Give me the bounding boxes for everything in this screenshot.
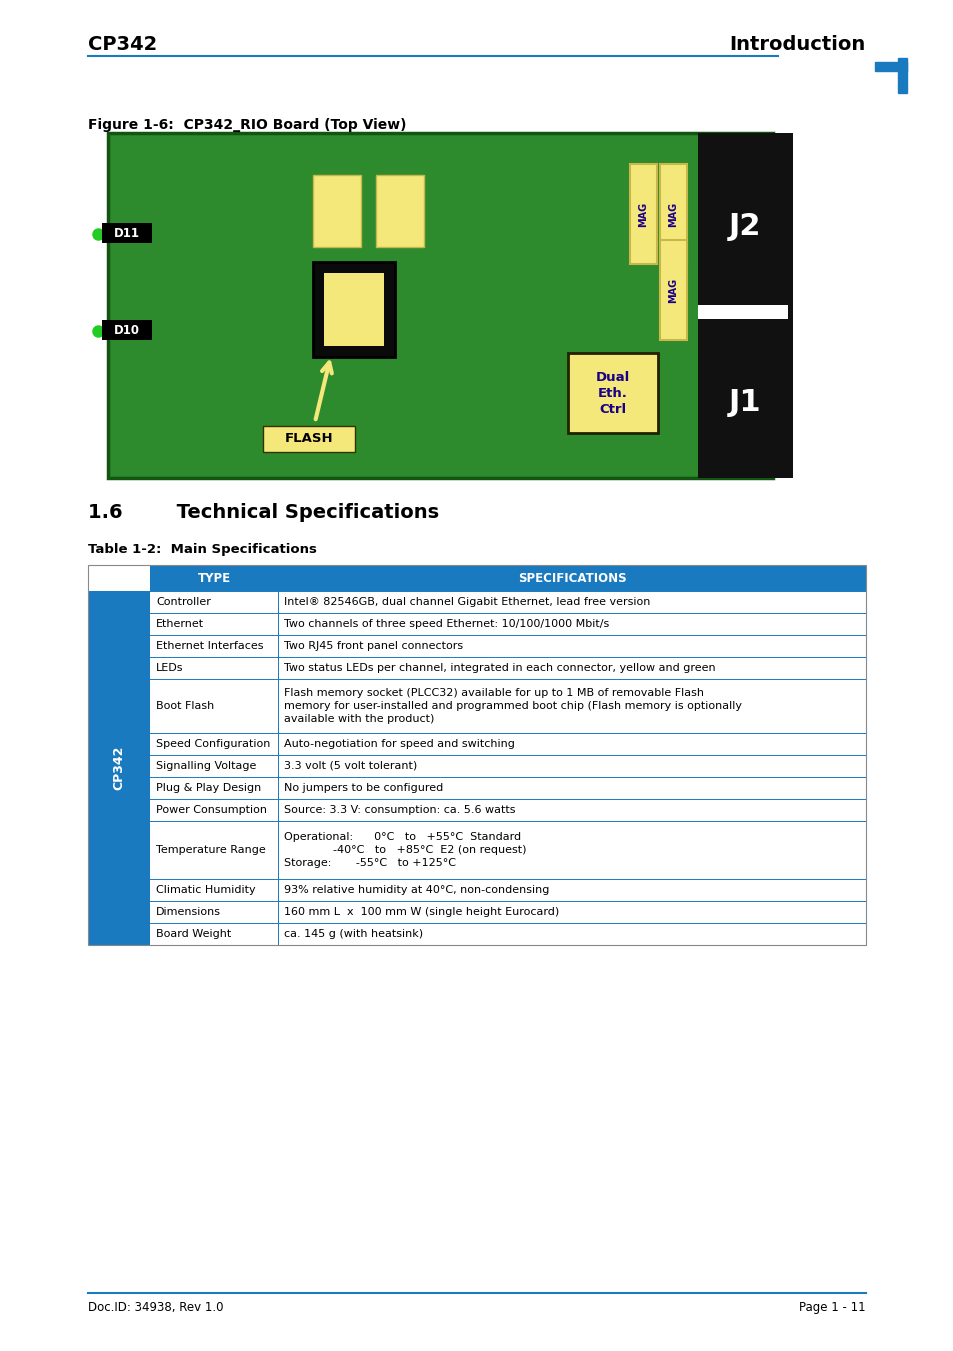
Bar (150, 680, 865, 734)
Text: Boot Flash: Boot Flash (156, 701, 214, 711)
Text: 160 mm L  x  100 mm W (single height Eurocard): 160 mm L x 100 mm W (single height Euroc… (284, 907, 558, 917)
Text: TYPE: TYPE (197, 571, 231, 585)
Text: Table 1-2:  Main Specifications: Table 1-2: Main Specifications (88, 543, 316, 557)
Bar (150, 590, 865, 613)
Text: Two RJ45 front panel connectors: Two RJ45 front panel connectors (284, 640, 462, 651)
Text: Introduction: Introduction (729, 35, 865, 54)
Text: J1: J1 (728, 388, 760, 416)
Bar (150, 613, 865, 635)
Text: Intel® 82546GB, dual channel Gigabit Ethernet, lead free version: Intel® 82546GB, dual channel Gigabit Eth… (284, 597, 650, 607)
Text: Page 1 - 11: Page 1 - 11 (799, 1301, 865, 1315)
Bar (150, 635, 865, 657)
Text: SPECIFICATIONS: SPECIFICATIONS (517, 571, 626, 585)
Bar (263, 426, 355, 453)
Bar (150, 565, 865, 590)
Text: Operational:      0°C   to   +55°C  Standard
              -40°C   to   +85°C  E: Operational: 0°C to +55°C Standard -40°C… (284, 832, 526, 869)
Text: Ethernet Interfaces: Ethernet Interfaces (156, 640, 263, 651)
Bar (659, 163, 686, 263)
Text: CP342: CP342 (88, 35, 157, 54)
Text: FLASH: FLASH (284, 432, 333, 446)
Text: 3.3 volt (5 volt tolerant): 3.3 volt (5 volt tolerant) (284, 761, 416, 771)
Bar (313, 174, 360, 247)
Text: No jumpers to be configured: No jumpers to be configured (284, 784, 443, 793)
Text: Auto-negotiation for speed and switching: Auto-negotiation for speed and switching (284, 739, 515, 748)
Text: Dimensions: Dimensions (156, 907, 221, 917)
Text: Two status LEDs per channel, integrated in each connector, yellow and green: Two status LEDs per channel, integrated … (284, 663, 715, 673)
Bar (698, 305, 787, 319)
Text: Temperature Range: Temperature Range (156, 844, 266, 855)
Bar (88, 590, 150, 944)
Text: Flash memory socket (PLCC32) available for up to 1 MB of removable Flash
memory : Flash memory socket (PLCC32) available f… (284, 688, 741, 724)
Text: Power Consumption: Power Consumption (156, 805, 267, 815)
Text: Two channels of three speed Ethernet: 10/100/1000 Mbit/s: Two channels of three speed Ethernet: 10… (284, 619, 609, 630)
Text: Signalling Voltage: Signalling Voltage (156, 761, 256, 771)
Text: MAG: MAG (638, 201, 648, 227)
Text: Speed Configuration: Speed Configuration (156, 739, 270, 748)
Bar (324, 273, 384, 346)
Text: Source: 3.3 V: consumption: ca. 5.6 watts: Source: 3.3 V: consumption: ca. 5.6 watt… (284, 805, 515, 815)
Bar (567, 353, 658, 434)
Bar (150, 755, 865, 777)
Bar (659, 240, 686, 340)
Text: Plug & Play Design: Plug & Play Design (156, 784, 261, 793)
Text: 93% relative humidity at 40°C, non-condensing: 93% relative humidity at 40°C, non-conde… (284, 885, 549, 894)
Bar (150, 821, 865, 880)
Text: CP342: CP342 (112, 746, 126, 790)
Text: Figure 1-6:  CP342_RIO Board (Top View): Figure 1-6: CP342_RIO Board (Top View) (88, 118, 406, 132)
Bar (150, 901, 865, 923)
Bar (150, 734, 865, 755)
Text: J2: J2 (728, 212, 760, 240)
Bar (874, 62, 906, 72)
Bar (897, 58, 906, 93)
Text: D10: D10 (113, 323, 140, 336)
Text: MAG: MAG (668, 277, 678, 303)
Text: Doc.ID: 34938, Rev 1.0: Doc.ID: 34938, Rev 1.0 (88, 1301, 223, 1315)
Text: Climatic Humidity: Climatic Humidity (156, 885, 255, 894)
Bar (150, 657, 865, 680)
Text: MAG: MAG (668, 201, 678, 227)
Text: Board Weight: Board Weight (156, 929, 231, 939)
Bar (108, 132, 772, 478)
Text: ca. 145 g (with heatsink): ca. 145 g (with heatsink) (284, 929, 423, 939)
Text: D11: D11 (113, 227, 140, 240)
Text: Ethernet: Ethernet (156, 619, 204, 630)
Bar (102, 320, 152, 340)
Text: 1.6        Technical Specifications: 1.6 Technical Specifications (88, 503, 438, 521)
Bar (150, 880, 865, 901)
Bar (150, 777, 865, 798)
Bar (88, 565, 865, 944)
Bar (150, 798, 865, 821)
Bar (313, 262, 395, 357)
Bar (102, 223, 152, 243)
Bar (629, 163, 657, 263)
Bar (150, 923, 865, 944)
Bar (375, 174, 423, 247)
Text: Controller: Controller (156, 597, 211, 607)
Text: LEDs: LEDs (156, 663, 183, 673)
Bar (698, 132, 792, 478)
Text: Dual
Eth.
Ctrl: Dual Eth. Ctrl (596, 370, 630, 416)
